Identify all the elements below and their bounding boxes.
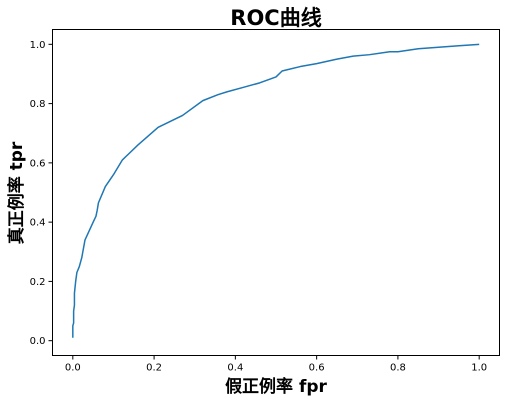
- y-tick-label: 1.0: [30, 40, 46, 51]
- y-tick-label: 0.6: [30, 158, 46, 169]
- x-tick-label: 1.0: [471, 363, 487, 374]
- x-tick-label: 0.0: [65, 363, 81, 374]
- y-axis-label: 真正例率 tpr: [6, 141, 27, 244]
- y-axis: 0.0 0.2 0.4 0.6 0.8 1.0: [30, 40, 53, 347]
- y-tick-label: 0.2: [30, 277, 46, 288]
- plot-area: [72, 43, 480, 338]
- plot-frame: [52, 29, 500, 356]
- x-tick-label: 0.2: [146, 363, 162, 374]
- y-tick-label: 0.0: [30, 336, 46, 347]
- x-tick-label: 0.8: [390, 363, 406, 374]
- roc-curve-line: [72, 43, 480, 338]
- y-tick-label: 0.8: [30, 99, 46, 110]
- y-tick-label: 0.4: [30, 218, 46, 229]
- chart-title: ROC曲线: [230, 6, 321, 30]
- x-axis: 0.0 0.2 0.4 0.6 0.8 1.0: [65, 355, 487, 374]
- x-tick-label: 0.4: [227, 363, 243, 374]
- x-axis-label: 假正例率 fpr: [225, 376, 327, 397]
- x-tick-label: 0.6: [309, 363, 325, 374]
